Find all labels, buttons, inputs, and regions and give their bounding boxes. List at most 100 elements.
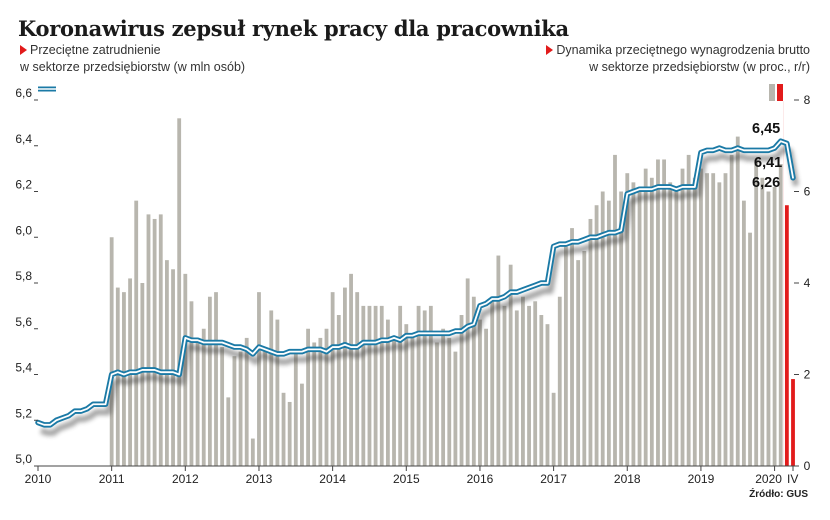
wage-bar bbox=[410, 337, 415, 466]
wage-bar bbox=[735, 136, 740, 466]
x-tick-label: 2018 bbox=[614, 472, 641, 486]
wage-bar bbox=[600, 191, 605, 466]
y-left-tick-label: 6,4 bbox=[15, 132, 32, 146]
wage-bar bbox=[220, 347, 225, 466]
x-tick-label: 2013 bbox=[246, 472, 273, 486]
wage-bar bbox=[717, 182, 722, 466]
wage-bar bbox=[582, 250, 587, 466]
wage-bar bbox=[508, 264, 513, 466]
line-shadow-layer bbox=[39, 146, 799, 436]
wage-bar bbox=[330, 292, 335, 466]
wage-bar bbox=[692, 177, 697, 466]
employment-line bbox=[37, 140, 794, 426]
wage-bar bbox=[465, 278, 470, 466]
wage-bar bbox=[754, 159, 759, 466]
bars-layer bbox=[109, 84, 795, 467]
legend-wages-line2: w sektorze przedsiębiorstw (w proc., r/r… bbox=[589, 60, 810, 74]
wage-bar bbox=[711, 173, 716, 466]
x-tick-label: 2019 bbox=[688, 472, 715, 486]
wage-bar bbox=[404, 324, 409, 466]
y-left-tick-label: 6,0 bbox=[15, 223, 32, 237]
wage-bar bbox=[263, 347, 268, 466]
wage-bar bbox=[392, 337, 396, 466]
wage-bar bbox=[668, 182, 673, 466]
wage-bar bbox=[588, 218, 593, 466]
wage-bar bbox=[637, 191, 642, 466]
wage-bar bbox=[238, 351, 243, 467]
value-annotation: 6,41 bbox=[754, 155, 782, 171]
wage-bar bbox=[631, 182, 636, 466]
x-tick-label: IV bbox=[787, 472, 798, 486]
y-right-tick-label: 8 bbox=[804, 93, 811, 107]
wage-bar bbox=[355, 292, 360, 466]
y-left-tick-label: 5,6 bbox=[15, 315, 32, 329]
wage-bar bbox=[570, 228, 574, 466]
wage-bar bbox=[478, 319, 482, 466]
wage-bar bbox=[146, 214, 151, 467]
wage-bar bbox=[576, 260, 581, 467]
wage-bar bbox=[416, 305, 421, 467]
wage-bar bbox=[643, 168, 648, 467]
value-annotation: 6,26 bbox=[752, 175, 780, 191]
x-tick-label: 2011 bbox=[99, 472, 125, 486]
wage-bar bbox=[152, 218, 157, 466]
wage-bar bbox=[545, 324, 550, 466]
wage-bar bbox=[705, 173, 709, 466]
y-right-tick-label: 4 bbox=[804, 276, 811, 290]
wage-bar bbox=[109, 237, 114, 466]
x-tick-label: 2014 bbox=[319, 472, 346, 486]
wage-bar bbox=[606, 200, 611, 466]
y-right-tick-label: 2 bbox=[804, 368, 811, 382]
y-left-tick-label: 5,8 bbox=[15, 269, 32, 283]
wage-bar bbox=[435, 342, 439, 466]
wage-bar bbox=[459, 315, 464, 466]
wage-bar bbox=[257, 292, 261, 466]
wage-bar bbox=[484, 328, 488, 466]
wage-bar bbox=[158, 214, 163, 467]
wage-bar bbox=[521, 296, 525, 466]
wage-bar bbox=[195, 337, 200, 466]
wage-bar bbox=[662, 159, 666, 466]
wage-bar bbox=[791, 379, 795, 466]
y-left-tick-label: 6,6 bbox=[15, 86, 32, 100]
y-left-tick-label: 6,2 bbox=[15, 178, 32, 192]
wage-bar bbox=[613, 154, 617, 466]
wage-bar bbox=[453, 351, 458, 467]
wage-bar bbox=[729, 154, 734, 466]
y-right-tick-label: 0 bbox=[804, 459, 811, 473]
annotations-layer: 6,45 6,41 6,26 bbox=[752, 121, 782, 191]
x-tick-label: 2020 bbox=[755, 472, 782, 486]
wage-bar bbox=[748, 232, 752, 466]
employment-line-shadow bbox=[39, 146, 799, 436]
wage-bar bbox=[760, 177, 765, 466]
wage-bar bbox=[619, 191, 624, 466]
wage-bar bbox=[171, 269, 175, 466]
wage-bar bbox=[385, 319, 390, 466]
wage-bar bbox=[367, 305, 372, 467]
wage-bar bbox=[772, 186, 777, 466]
triangle-marker-icon bbox=[20, 45, 27, 55]
source-note: Źródło: GUS bbox=[749, 489, 808, 500]
wage-bar bbox=[686, 154, 691, 466]
wage-bar bbox=[140, 283, 145, 466]
wage-bar bbox=[207, 296, 212, 466]
wage-bar bbox=[496, 255, 501, 466]
wage-bar bbox=[723, 173, 728, 466]
legend-wages-line1: Dynamika przeciętnego wynagrodzenia brut… bbox=[556, 43, 810, 57]
wage-bar bbox=[527, 305, 531, 467]
wage-bar bbox=[349, 273, 353, 466]
wage-bar bbox=[649, 177, 654, 466]
wage-bar bbox=[699, 168, 703, 467]
wage-bar bbox=[422, 310, 427, 466]
wage-bar bbox=[551, 392, 556, 466]
y-right-tick-label: 6 bbox=[804, 185, 811, 199]
wage-bar bbox=[189, 301, 194, 466]
bar-legend-swatch-red bbox=[777, 84, 783, 101]
wage-bar bbox=[269, 310, 274, 466]
wage-bar bbox=[226, 397, 231, 467]
wage-bar bbox=[275, 319, 280, 466]
wage-bar bbox=[293, 351, 298, 467]
wage-bar bbox=[318, 337, 323, 466]
